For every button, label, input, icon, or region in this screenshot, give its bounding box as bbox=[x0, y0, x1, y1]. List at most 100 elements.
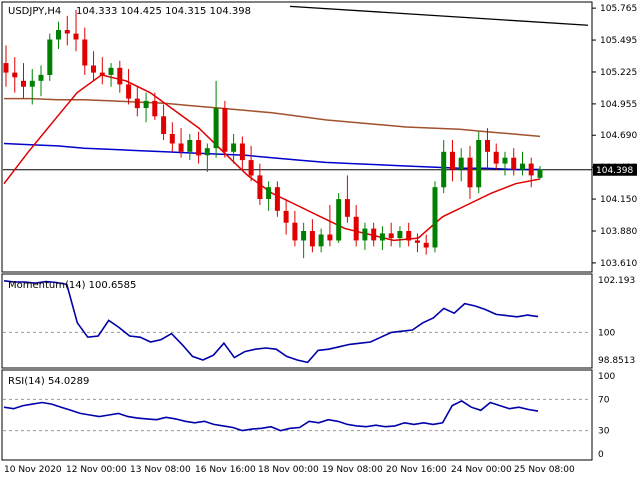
x-tick-label: 25 Nov 08:00 bbox=[514, 465, 575, 475]
candle-body bbox=[257, 175, 263, 199]
candle-body bbox=[283, 210, 289, 223]
candle-body bbox=[178, 143, 184, 152]
candle-body bbox=[388, 233, 394, 239]
rsi-tick-label: 100 bbox=[598, 372, 615, 382]
candle-body bbox=[222, 108, 228, 152]
price-panel bbox=[3, 5, 592, 259]
candle-body bbox=[47, 39, 53, 75]
candle-body bbox=[379, 233, 385, 241]
candle-body bbox=[520, 163, 525, 170]
candle-body bbox=[91, 65, 96, 73]
candle-body bbox=[56, 30, 61, 40]
momentum-panel-frame bbox=[1, 273, 593, 369]
trendline bbox=[289, 5, 589, 26]
candle-body bbox=[239, 143, 245, 161]
x-tick-label: 24 Nov 00:00 bbox=[451, 465, 512, 475]
candle-body bbox=[327, 234, 333, 241]
candle-body bbox=[318, 234, 324, 247]
candle-body bbox=[266, 187, 272, 199]
x-tick-label: 19 Nov 08:00 bbox=[322, 465, 383, 475]
momentum-tick-label: 102.193 bbox=[598, 276, 635, 286]
ohlc-header: 104.333 104.425 104.315 104.398 bbox=[76, 6, 251, 17]
candle-body bbox=[29, 80, 35, 87]
candle-body bbox=[274, 187, 280, 211]
rsi-tick-label: 0 bbox=[598, 450, 604, 460]
candle-body bbox=[73, 33, 79, 40]
candle-body bbox=[12, 72, 18, 78]
rsi-tick-label: 70 bbox=[598, 395, 610, 405]
x-tick-label: 18 Nov 00:00 bbox=[258, 465, 319, 475]
momentum-line bbox=[3, 280, 539, 364]
candle-body bbox=[64, 30, 70, 34]
x-tick-label: 12 Nov 00:00 bbox=[66, 465, 127, 475]
candle-body bbox=[126, 84, 132, 99]
candle-body bbox=[108, 67, 114, 75]
ma-slow-line bbox=[4, 97, 541, 138]
candle-body bbox=[485, 140, 490, 152]
candle-body bbox=[467, 157, 473, 188]
candle-body bbox=[414, 240, 420, 243]
candle-body bbox=[3, 63, 9, 73]
momentum-tick-label: 98.8513 bbox=[598, 356, 635, 366]
momentum-title: Momentum(14) 100.6585 bbox=[8, 280, 136, 291]
candle-body bbox=[336, 199, 342, 241]
rsi-panel-frame bbox=[1, 369, 593, 461]
candle-body bbox=[161, 116, 167, 134]
momentum-tick-label: 100 bbox=[598, 328, 615, 338]
y-tick-label: 103.880 bbox=[600, 227, 637, 237]
y-tick-label: 104.690 bbox=[600, 131, 637, 141]
x-tick-label: 13 Nov 08:00 bbox=[130, 465, 191, 475]
y-tick-label: 103.610 bbox=[600, 259, 637, 269]
candle-body bbox=[353, 216, 359, 241]
candle-body bbox=[169, 134, 175, 144]
candle-body bbox=[82, 39, 88, 66]
y-tick-label: 104.955 bbox=[600, 100, 637, 110]
candle-body bbox=[406, 231, 412, 241]
candle-body bbox=[231, 143, 237, 152]
rsi-title: RSI(14) 54.0289 bbox=[8, 376, 89, 387]
candle-body bbox=[450, 151, 455, 170]
current-price-label: 104.398 bbox=[596, 166, 633, 176]
candle-body bbox=[502, 157, 508, 164]
x-tick-label: 20 Nov 16:00 bbox=[386, 465, 447, 475]
current-price-box bbox=[593, 163, 637, 176]
y-tick-label: 105.765 bbox=[600, 4, 637, 14]
y-tick-label: 105.225 bbox=[600, 68, 637, 78]
main-title: USDJPY,H4 bbox=[8, 6, 61, 17]
candle-body bbox=[99, 72, 105, 75]
rsi-line bbox=[3, 399, 539, 432]
rsi-tick-label: 30 bbox=[598, 427, 610, 437]
candle-body bbox=[476, 140, 482, 188]
momentum-panel bbox=[3, 280, 592, 364]
candle-body bbox=[432, 187, 438, 248]
y-tick-label: 104.150 bbox=[600, 195, 637, 205]
candle-body bbox=[134, 98, 140, 109]
candle-body bbox=[301, 231, 307, 241]
candle-body bbox=[117, 67, 123, 85]
candle-body bbox=[511, 157, 517, 170]
candle-body bbox=[21, 80, 26, 87]
candle-body bbox=[397, 231, 403, 239]
candle-body bbox=[248, 160, 254, 176]
candle-body bbox=[38, 74, 44, 81]
candle-body bbox=[204, 148, 210, 156]
candle-body bbox=[292, 222, 298, 241]
candle-body bbox=[441, 151, 447, 188]
candle-body bbox=[309, 231, 315, 247]
rsi-panel bbox=[3, 398, 592, 432]
candle-body bbox=[362, 228, 368, 241]
candle-body bbox=[423, 242, 429, 248]
candle-body bbox=[344, 199, 350, 217]
candle-body bbox=[458, 157, 464, 170]
candle-body bbox=[371, 228, 377, 241]
candle-body bbox=[493, 151, 499, 164]
candle-body bbox=[213, 108, 219, 149]
candle-body bbox=[537, 169, 543, 178]
axis-labels: 105.765105.495105.225104.955104.690104.4… bbox=[4, 4, 637, 475]
x-tick-label: 16 Nov 16:00 bbox=[195, 465, 256, 475]
candle-body bbox=[187, 140, 193, 152]
candle-body bbox=[528, 163, 534, 176]
candle-body bbox=[152, 100, 158, 117]
